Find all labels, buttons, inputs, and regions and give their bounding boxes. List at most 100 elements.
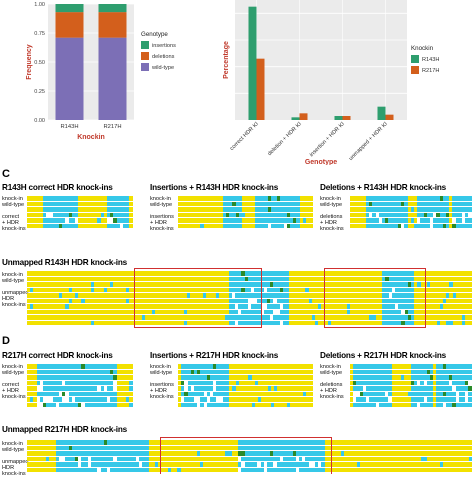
alignment-cell xyxy=(446,375,450,380)
alignment-cell xyxy=(59,369,63,375)
alignment-cell xyxy=(452,391,456,397)
alignment-cell xyxy=(299,445,303,451)
alignment-cell xyxy=(206,456,210,462)
alignment-cell xyxy=(27,386,31,391)
alignment-cell xyxy=(181,386,185,391)
alignment-cell xyxy=(123,369,127,375)
alignment-cell xyxy=(91,440,95,445)
alignment-cell xyxy=(142,445,146,451)
alignment-cell xyxy=(343,293,348,298)
alignment-cell xyxy=(398,309,402,315)
alignment-cell xyxy=(442,402,447,408)
alignment-cell xyxy=(103,364,108,369)
alignment-cell xyxy=(129,315,133,320)
alignment-cell xyxy=(216,391,220,397)
alignment-cell xyxy=(385,369,389,375)
alignment-cell xyxy=(414,364,418,369)
alignment-cell xyxy=(295,445,300,451)
alignment-cell xyxy=(254,386,259,391)
alignment-cell xyxy=(465,456,469,462)
alignment-cell xyxy=(232,380,236,386)
alignment-cell xyxy=(33,207,37,212)
alignment-cell xyxy=(113,298,117,304)
alignment-cell xyxy=(468,304,472,309)
alignment-cell xyxy=(334,440,338,445)
alignment-cell xyxy=(270,369,275,375)
alignment-cell xyxy=(404,391,408,397)
alignment-cell xyxy=(436,397,440,402)
alignment-cell xyxy=(155,445,159,451)
alignment-cell xyxy=(443,304,447,309)
alignment-cell xyxy=(110,282,114,287)
alignment-cell xyxy=(388,218,392,223)
alignment-cell xyxy=(443,467,447,473)
alignment-cell xyxy=(378,391,383,397)
alignment-cell xyxy=(139,445,143,451)
alignment-cell xyxy=(372,386,376,391)
alignment-cell xyxy=(430,282,434,287)
alignment-cell xyxy=(242,369,246,375)
alignment-cell xyxy=(458,223,463,229)
alignment-cell xyxy=(315,320,319,326)
alignment-cell xyxy=(452,364,456,369)
alignment-cell xyxy=(164,276,168,282)
alignment-cell xyxy=(200,386,204,391)
alignment-cell xyxy=(33,304,37,309)
alignment-cell xyxy=(251,271,255,276)
alignment-cell xyxy=(270,212,275,218)
legend-swatch-R217H xyxy=(411,66,419,74)
alignment-cell xyxy=(382,201,386,207)
alignment-cell xyxy=(417,391,421,397)
alignment-cell xyxy=(55,218,60,223)
alignment-cell xyxy=(324,451,328,456)
alignment-cell xyxy=(324,293,328,298)
alignment-cell xyxy=(311,445,316,451)
alignment-cell xyxy=(369,445,373,451)
alignment-cell xyxy=(87,375,92,380)
alignment-cell xyxy=(395,287,399,293)
alignment-cell xyxy=(283,380,287,386)
alignment-cell xyxy=(212,271,216,276)
alignment-cell xyxy=(71,298,76,304)
alignment-cell xyxy=(407,462,412,467)
alignment-cell xyxy=(171,276,175,282)
alignment-cell xyxy=(363,462,367,467)
alignment-cell xyxy=(219,309,223,315)
panel-c-unmapped-alignment xyxy=(27,271,472,326)
alignment-cell xyxy=(91,456,95,462)
alignment-cell xyxy=(238,196,243,201)
alignment-cell xyxy=(203,304,207,309)
alignment-cell xyxy=(161,451,165,456)
alignment-cell xyxy=(203,375,207,380)
alignment-cell xyxy=(443,293,447,298)
alignment-cell xyxy=(254,282,258,287)
alignment-cell xyxy=(375,218,379,223)
alignment-cell xyxy=(244,304,248,309)
alignment-cell xyxy=(267,207,271,212)
alignment-cell xyxy=(215,315,220,320)
alignment-cell xyxy=(84,223,88,229)
alignment-cell xyxy=(401,293,405,298)
alignment-cell xyxy=(183,315,188,320)
alignment-cell xyxy=(331,282,335,287)
alignment-cell xyxy=(81,386,85,391)
alignment-cell xyxy=(286,304,290,309)
alignment-cell xyxy=(184,386,188,391)
alignment-cell xyxy=(129,391,133,397)
alignment-cell xyxy=(465,196,469,201)
alignment-cell xyxy=(200,391,204,397)
alignment-cell xyxy=(462,315,466,320)
alignment-cell xyxy=(171,467,175,473)
alignment-cell xyxy=(321,271,325,276)
panel-d-correct-group-label: correct + HDR knock-ins xyxy=(2,382,26,401)
alignment-cell xyxy=(324,440,328,445)
alignment-cell xyxy=(369,462,373,467)
panel-c-unmapped-highlight-box-1 xyxy=(134,268,262,328)
alignment-cell xyxy=(245,364,249,369)
alignment-cell xyxy=(212,298,216,304)
alignment-cell xyxy=(261,223,265,229)
alignment-cell xyxy=(296,364,300,369)
alignment-cell xyxy=(107,207,111,212)
alignment-cell xyxy=(103,320,108,326)
alignment-cell xyxy=(55,223,60,229)
